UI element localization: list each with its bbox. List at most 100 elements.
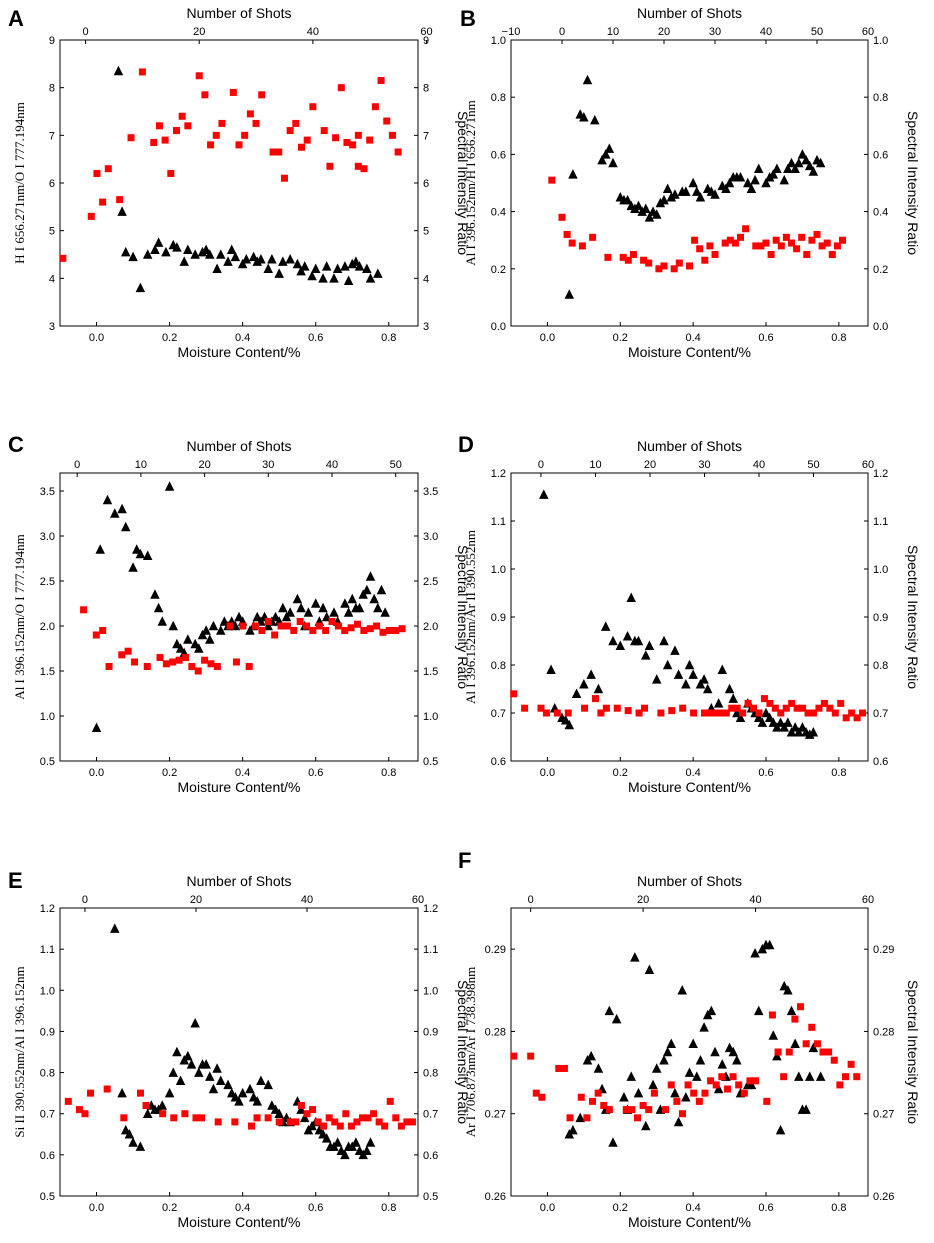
triangle-point [772,1050,782,1061]
triangle-point [641,650,651,660]
square-point [655,265,663,273]
square-point [831,709,839,717]
square-point [690,1089,698,1097]
top-x-tick-label: 40 [760,26,772,38]
bottom-x-tick-label: 0.2 [613,767,628,779]
square-point [64,1097,72,1105]
square-point [142,1101,150,1109]
left-y-tick-label: 1.0 [491,35,506,47]
triangle-point [666,1038,677,1049]
triangle-point [168,620,178,631]
panel-letter: B [460,6,476,31]
triangle-point [786,157,797,168]
square-point [803,251,811,258]
right-y-tick-label: 0.5 [423,1191,438,1203]
right-y-tick-label: 1.0 [873,564,888,576]
triangle-point [783,985,793,995]
triangle-point [179,256,189,266]
square-point [583,1114,591,1122]
left-y-tick-label: 6 [49,178,55,190]
square-point [358,1114,366,1122]
square-point [594,1089,602,1097]
square-point [591,695,599,703]
right-y-axis-title: Spectral Intensity Ratio [905,111,921,255]
square-point [667,1081,675,1089]
triangle-point [201,1059,211,1069]
square-point [354,162,362,170]
square-point [706,242,714,250]
square-point [628,1106,636,1114]
left-y-tick-label: 0.6 [40,1150,55,1162]
right-y-tick-label: 0.6 [423,1150,438,1162]
square-point [343,138,351,146]
square-point [81,1110,89,1118]
left-y-tick-label: 0.5 [40,1191,55,1203]
square-point [334,622,342,630]
bottom-x-tick-label: 0.4 [685,1202,700,1214]
left-y-tick-label: 0.9 [491,612,506,624]
square-point [353,620,361,628]
square-point [726,236,734,244]
bottom-x-tick-label: 0.8 [381,332,396,344]
triangle-point [215,1075,226,1086]
square-point [602,704,610,712]
left-y-tick-label: 0.9 [40,1026,55,1038]
square-point [766,699,774,707]
triangle-point [644,640,655,651]
triangle-point [369,593,379,604]
square-point [104,165,112,173]
square-point [604,253,612,261]
triangle-point [753,1005,764,1016]
square-point [750,704,758,712]
triangle-point [611,1013,622,1024]
square-point [349,141,357,149]
bottom-x-tick-label: 0.4 [235,332,250,344]
square-point [275,1118,283,1126]
square-point [589,1097,597,1105]
square-point [746,1077,754,1085]
triangle-point [615,640,626,651]
square-point [212,131,220,139]
left-y-tick-label: 1.0 [40,985,55,997]
triangle-point [633,200,644,211]
square-point [613,704,621,712]
square-point [314,1118,322,1126]
x-axis-title: Moisture Content/% [178,344,301,360]
left-y-tick-label: 1.0 [491,564,506,576]
right-y-tick-label: 0.4 [873,207,888,219]
right-y-tick-label: 0.27 [873,1109,894,1121]
triangle-point [212,263,222,274]
square-point [668,707,676,715]
square-point [717,709,725,717]
bottom-x-tick-label: 0.8 [381,1202,396,1214]
square-point [768,1011,776,1019]
right-y-tick-label: 0.2 [873,264,888,276]
series-number-of-shots [510,690,867,722]
top-x-tick-label: 0 [74,459,80,471]
triangle-point [362,584,372,595]
square-point [328,618,336,625]
square-point [733,704,741,712]
triangle-point [801,154,811,165]
square-point [558,213,566,221]
square-point [813,1040,821,1048]
left-y-tick-label: 0.8 [40,1068,55,1080]
square-point [214,1118,222,1126]
square-point [839,236,846,244]
square-point [159,1110,167,1118]
square-point [660,262,668,270]
left-y-tick-label: 1.2 [491,468,506,480]
square-point [342,1110,350,1118]
square-point [247,1122,255,1130]
triangle-point [263,1079,273,1090]
triangle-point [764,939,775,950]
square-point [326,162,334,170]
square-point [375,1118,383,1126]
square-point [347,624,355,632]
triangle-point [248,251,259,262]
top-x-tick-label: 40 [749,894,761,906]
series-moisture-content [113,65,383,293]
right-y-tick-label: 0.9 [873,612,888,624]
triangle-point [307,270,317,281]
triangle-point [608,157,618,168]
